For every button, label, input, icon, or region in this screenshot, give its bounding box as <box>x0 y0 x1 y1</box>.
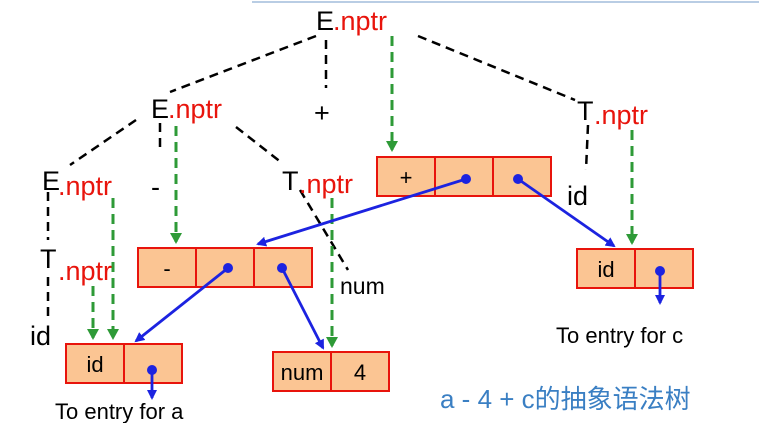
pointer-dot-minus-left <box>223 263 233 273</box>
nptr-e-low: .nptr <box>58 171 112 201</box>
minus-node-op-label: - <box>163 256 170 281</box>
pointer-dot-minus-right <box>277 263 287 273</box>
pointer-minus-right <box>280 267 325 350</box>
nptr-e-root: .nptr <box>333 6 387 36</box>
id-a-node-cell-label <box>65 343 125 384</box>
num-node-cell-value <box>330 351 390 392</box>
edge-emid-tmid <box>235 126 283 164</box>
symbol-t-low: T <box>40 244 57 274</box>
nptr-t-mid: .nptr <box>299 169 353 199</box>
num-node-label: num <box>281 360 324 385</box>
edge-tright-id <box>584 124 590 171</box>
pointer-dot-id-c-entry <box>655 266 665 276</box>
edge-eroot-emid <box>169 34 317 94</box>
num-node-cell-label <box>272 351 332 392</box>
note-entry-a: To entry for a <box>55 399 184 423</box>
pointer-plus-right <box>517 177 616 248</box>
plus-node-cell-op <box>376 156 436 197</box>
attribute-links <box>87 36 638 348</box>
num-node-value: 4 <box>354 360 366 385</box>
symbol-num-leaf: num <box>340 273 385 299</box>
edge-emid-elow <box>69 118 137 167</box>
diagram-caption: a - 4 + c的抽象语法树 <box>440 384 691 414</box>
id-c-node-label: id <box>597 257 614 282</box>
symbol-id-right: id <box>567 181 588 211</box>
symbol-minus-op: - <box>151 172 160 202</box>
symbol-plus-op: + <box>314 98 330 128</box>
grammar-symbols: E .nptr E .nptr E .nptr T .nptr id - + T… <box>30 6 648 351</box>
symbol-e-mid: E <box>151 94 169 124</box>
pointer-minus-left <box>134 266 229 343</box>
pointer-dot-plus-left <box>461 174 471 184</box>
syntax-node-id-a: id <box>65 343 183 384</box>
symbol-e-root: E <box>316 6 334 36</box>
nptr-t-low: .nptr <box>58 256 112 286</box>
pointer-dot-plus-right <box>513 174 523 184</box>
edge-eroot-tright <box>417 34 576 102</box>
plus-node-op-label: + <box>400 165 413 190</box>
symbol-t-mid: T <box>282 166 299 196</box>
id-a-node-label: id <box>86 352 103 377</box>
syntax-node-id-c: id <box>576 248 694 289</box>
symbol-t-right: T <box>577 96 594 126</box>
note-entry-c: To entry for c <box>556 323 683 348</box>
nptr-e-mid: .nptr <box>168 94 222 124</box>
minus-node-cell-op <box>137 247 197 288</box>
pointer-dot-id-a-entry <box>147 365 157 375</box>
symbol-id-left: id <box>30 321 51 351</box>
syntax-node-num: num 4 <box>272 351 390 392</box>
pointer-plus-left <box>256 177 467 247</box>
syntax-node-plus: + <box>376 156 552 197</box>
edge-tmid-num <box>298 189 350 271</box>
pointer-arrows <box>134 174 665 400</box>
nptr-t-right: .nptr <box>594 100 648 130</box>
parse-tree-edges <box>46 34 590 320</box>
symbol-e-low: E <box>42 166 60 196</box>
